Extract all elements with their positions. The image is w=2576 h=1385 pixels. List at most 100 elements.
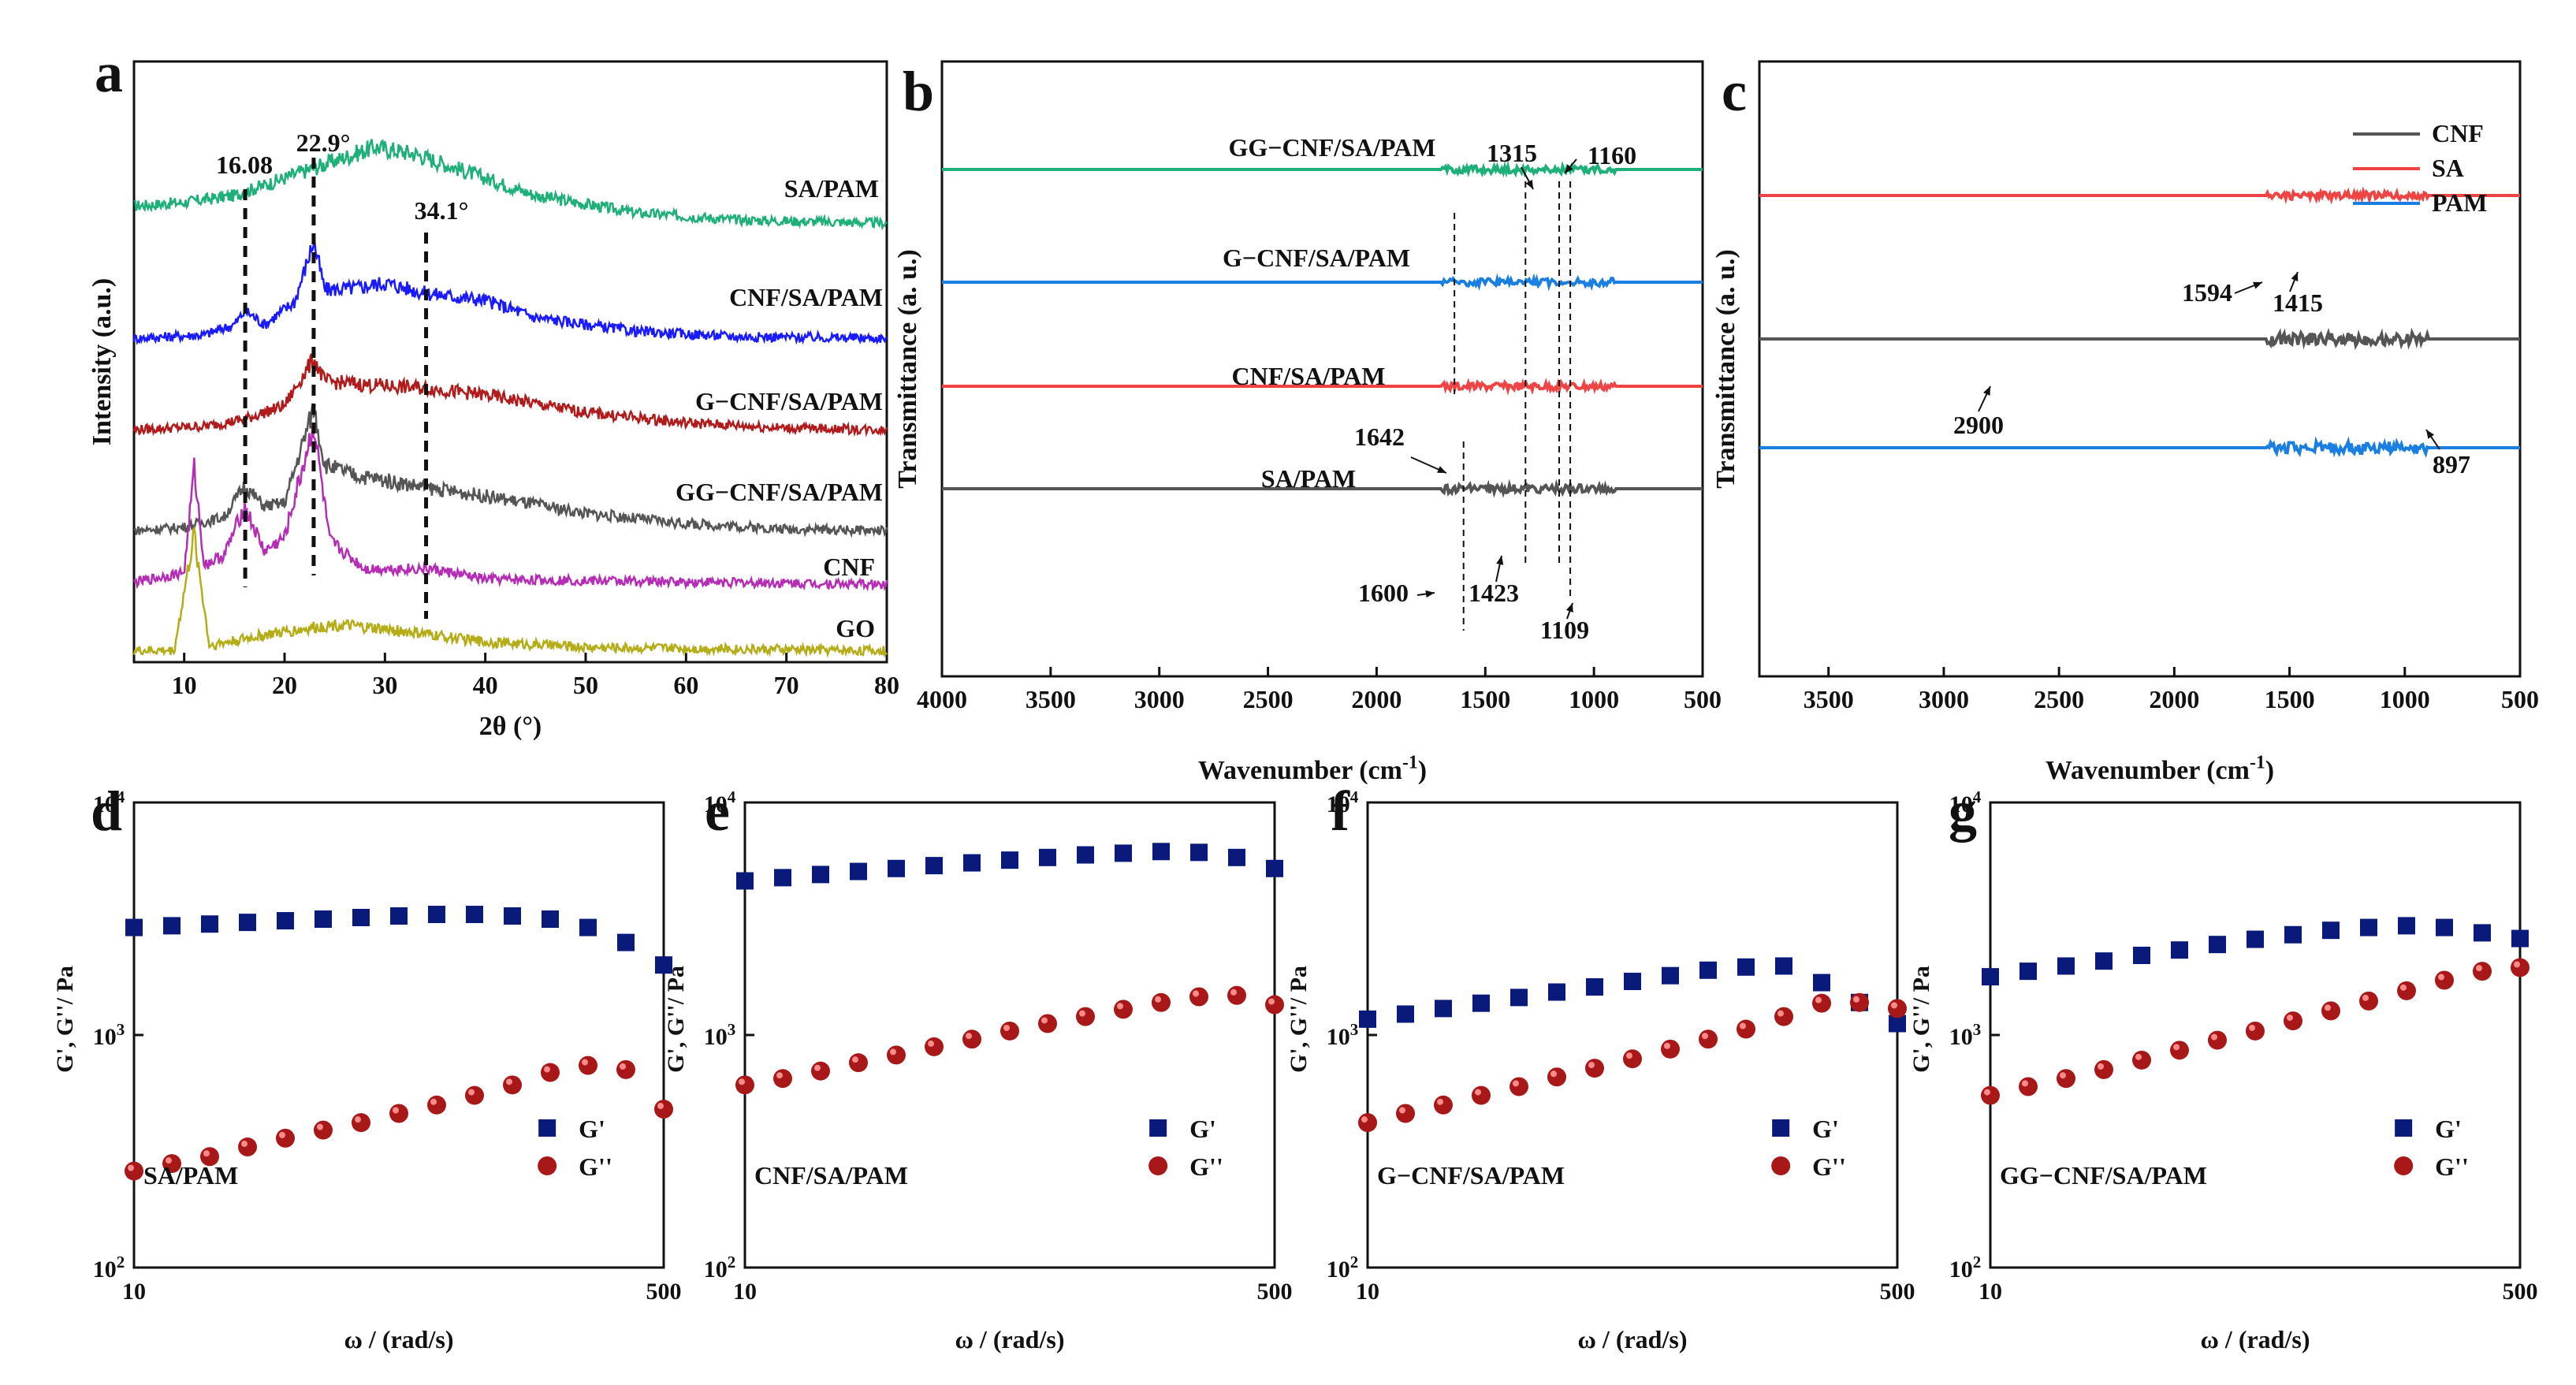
x-tick-label: 1000 (2380, 685, 2430, 713)
legend-gdoubleprime-marker (538, 1156, 557, 1175)
gprime-point (277, 912, 294, 930)
y-axis-label: Transmittance (a. u.) (893, 249, 922, 488)
y-axis-label: Transmittance (a. u.) (1711, 249, 1740, 488)
gprime-point (2057, 957, 2075, 975)
gprime-point (1586, 977, 1603, 996)
gprime-point (2398, 917, 2415, 935)
gprime-point (1624, 973, 1641, 991)
gprime-point (466, 906, 483, 924)
y-tick-label: 103 (704, 1020, 736, 1050)
ftir-line-3 (942, 478, 1703, 498)
panel-letter: e (705, 780, 730, 843)
peak-label: 1315 (1487, 139, 1537, 167)
gdoubleprime-point (1699, 1029, 1718, 1049)
point-highlight (468, 1089, 475, 1096)
point-highlight (1588, 1062, 1595, 1069)
panel-g: g 10 500 104 103 102 ω / (rad/s) G', G''/ Pa G' G… (1908, 780, 2538, 1353)
point-highlight (203, 1150, 210, 1157)
gprime-point (2284, 925, 2302, 944)
x-axis-label-c: Wavenumber (cm-1) (2046, 752, 2274, 785)
x-tick-label: 500 (2503, 1279, 2538, 1305)
gdoubleprime-point (352, 1113, 370, 1133)
gprime-point (2171, 941, 2188, 959)
point-highlight (1117, 1003, 1123, 1010)
series-label: CNF/SA/PAM (1232, 362, 1386, 390)
legend-label: G'' (2435, 1152, 2469, 1181)
peak-arrow-head (2291, 272, 2299, 281)
gdoubleprime-point (2246, 1021, 2265, 1041)
x-tick-label: 30 (372, 671, 397, 699)
gprime-point (888, 859, 905, 877)
point-highlight (1702, 1033, 1708, 1040)
point-highlight (279, 1131, 285, 1138)
gdoubleprime-point (1661, 1039, 1680, 1059)
sample-label: CNF/SA/PAM (754, 1161, 908, 1190)
peak-label: 22.9° (296, 128, 351, 157)
panel-d: d 10 500 104 103 102 ω / (rad/s) G', G''/ Pa G' G… (52, 780, 682, 1353)
gdoubleprime-point (1038, 1014, 1057, 1033)
gdoubleprime-point (1774, 1007, 1793, 1026)
point-highlight (2135, 1053, 2142, 1060)
y-axis-label: G', G''/ Pa (1286, 966, 1312, 1073)
gprime-point (1190, 843, 1208, 862)
gdoubleprime-point (1114, 1000, 1133, 1019)
y-tick-label: 104 (93, 787, 125, 817)
sample-label: GG−CNF/SA/PAM (2000, 1161, 2207, 1190)
x-tick-label: 500 (1684, 685, 1722, 713)
peak-arrow-head (1983, 386, 1990, 396)
gprime-point (390, 907, 408, 925)
y-tick-label: 104 (704, 787, 736, 817)
x-tick-label: 2000 (2149, 685, 2199, 713)
gprime-point (1359, 1010, 1376, 1028)
x-tick-label: 10 (1356, 1279, 1379, 1305)
legend-gprime-marker (1149, 1119, 1167, 1137)
gprime-point (2095, 952, 2113, 970)
peak-arrow-head (1565, 603, 1573, 612)
gdoubleprime-point (616, 1059, 635, 1079)
peak-label: 1642 (1354, 423, 1405, 451)
x-axis-label: ω / (rad/s) (1578, 1325, 1688, 1353)
gprime-point (1510, 988, 1528, 1007)
gdoubleprime-point (849, 1053, 868, 1073)
gdoubleprime-point (1850, 992, 1869, 1012)
gdoubleprime-point (1547, 1067, 1566, 1087)
point-highlight (1437, 1098, 1443, 1105)
peak-label: 16.08 (216, 151, 273, 179)
x-tick-label: 500 (646, 1279, 682, 1305)
point-highlight (166, 1157, 172, 1164)
peak-arrow-head (1525, 180, 1533, 189)
gprime-point (163, 917, 181, 935)
panel-f-frame (1366, 801, 1899, 1269)
x-tick-label: 500 (1880, 1279, 1915, 1305)
gdoubleprime-point (1812, 993, 1831, 1013)
panel-c: c 3500 3000 2500 2000 1500 1000 500 Transmittanc… (1711, 60, 2539, 713)
x-tick-label: 10 (172, 671, 197, 699)
panel-b: b 4000 3500 3000 2500 2000 1500 1000 500 Transmit… (893, 60, 1722, 713)
gdoubleprime-point (465, 1085, 484, 1105)
gprime-point (925, 857, 943, 875)
point-highlight (2325, 1004, 2331, 1011)
point-highlight (1361, 1116, 1368, 1123)
gdoubleprime-point (1623, 1049, 1642, 1069)
panel-letter: g (1949, 780, 1977, 843)
point-highlight (1513, 1080, 1519, 1087)
point-highlight (2514, 961, 2520, 968)
point-highlight (2362, 994, 2369, 1001)
gdoubleprime-point (735, 1075, 754, 1095)
point-highlight (393, 1107, 399, 1114)
x-tick-label: 2500 (2034, 685, 2084, 713)
series-label: GG−CNF/SA/PAM (1229, 133, 1436, 162)
x-tick-label: 1500 (2265, 685, 2315, 713)
panel-c-letter: c (1722, 60, 1747, 123)
point-highlight (1853, 996, 1859, 1003)
gprime-point (1662, 966, 1679, 985)
gdoubleprime-point (238, 1137, 257, 1157)
point-highlight (776, 1072, 783, 1079)
gdoubleprime-point (2359, 991, 2378, 1011)
gdoubleprime-point (1396, 1104, 1415, 1123)
series-line-4 (132, 426, 888, 592)
gprime-point (239, 914, 256, 932)
gdoubleprime-point (773, 1069, 792, 1089)
point-highlight (2400, 984, 2407, 991)
point-highlight (739, 1078, 745, 1085)
